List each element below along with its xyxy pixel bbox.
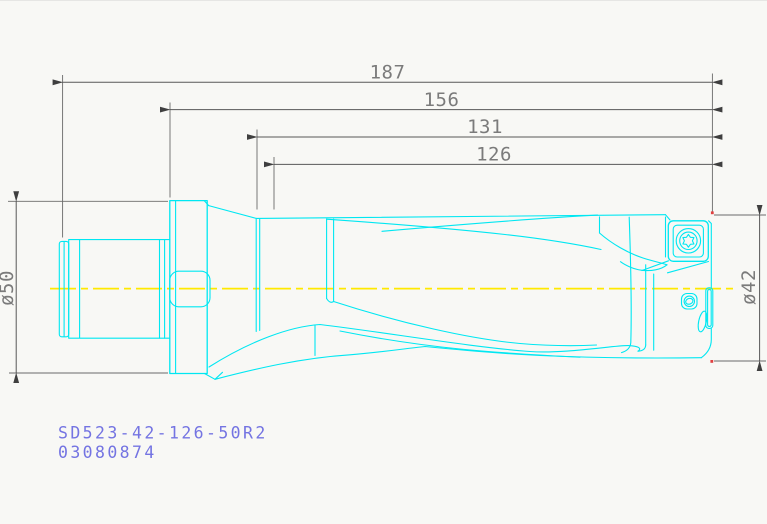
flute-edge-2 (208, 323, 641, 368)
defpoint-marker-top (710, 211, 714, 215)
chip-gullet (598, 232, 668, 266)
flange (169, 199, 224, 380)
drill-body (208, 214, 702, 380)
shank-body (68, 239, 171, 339)
dim-text-131: 131 (467, 116, 503, 138)
flute-edge-1 (333, 300, 598, 347)
cutter-head (598, 214, 712, 359)
dim-text-187: 187 (370, 62, 406, 84)
dimension-text-layer: 187 156 131 126 ø50 ø42 (0, 62, 760, 306)
helix-edge-top2 (381, 214, 599, 232)
dimension-layer (8, 73, 766, 383)
part-number-label: SD523-42-126-50R2 (58, 424, 268, 443)
order-number-label: 03080874 (58, 443, 157, 462)
title-labels: SD523-42-126-50R2 03080874 (58, 424, 268, 462)
center-insert-edge (705, 287, 714, 329)
flange-drive-tab (169, 270, 211, 308)
dim-text-156: 156 (424, 89, 460, 111)
neck-taper (208, 205, 261, 333)
torx-screw-icon (682, 233, 695, 248)
helix-edge-top (326, 218, 602, 251)
peripheral-insert (667, 220, 709, 262)
defpoint-marker-bottom (710, 360, 714, 363)
dim-text-126: 126 (476, 144, 512, 166)
clamp-screw (680, 292, 698, 310)
coolant-hole (697, 310, 708, 333)
dim-text-d50: ø50 (0, 270, 18, 306)
tool-outline-layer (58, 199, 714, 380)
flute-edge-3 (339, 330, 581, 358)
dim-text-d42: ø42 (738, 269, 760, 305)
